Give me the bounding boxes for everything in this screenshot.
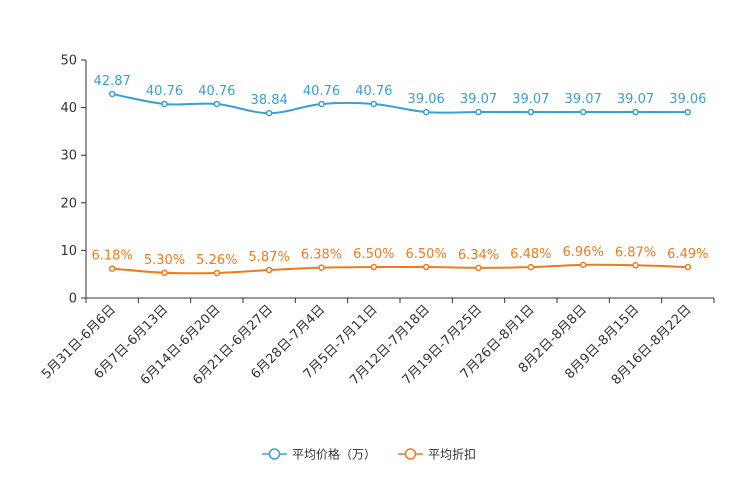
legend-marker-icon [268, 448, 281, 460]
data-label: 6.49% [667, 247, 708, 262]
data-label: 5.87% [249, 250, 290, 265]
data-label: 39.07 [565, 92, 602, 107]
data-point[interactable] [422, 108, 430, 116]
y-tick-label: 10 [60, 244, 77, 259]
data-point[interactable] [527, 263, 535, 271]
legend-label: 平均折扣 [428, 447, 476, 462]
data-label: 38.84 [251, 93, 288, 108]
y-tick-label: 20 [60, 196, 77, 211]
data-label: 6.50% [353, 247, 394, 262]
data-label: 6.34% [458, 248, 499, 263]
legend-marker-icon [404, 448, 417, 460]
data-point[interactable] [684, 108, 692, 116]
series-labels: 42.87 40.76 40.76 38.84 40.76 40.76 39.06 39.07… [92, 74, 709, 268]
legend-item-1[interactable]: 平均价格（万） [262, 447, 376, 462]
data-point[interactable] [527, 108, 535, 116]
data-point[interactable] [108, 265, 116, 272]
data-point[interactable] [579, 108, 587, 116]
data-point[interactable] [422, 263, 430, 271]
data-label: 5.30% [144, 253, 185, 268]
series-line-2 [112, 263, 688, 275]
y-tick-label: 30 [60, 149, 77, 164]
y-tick-label: 40 [60, 101, 77, 116]
data-label: 42.87 [94, 74, 131, 89]
data-label: 6.87% [615, 245, 656, 260]
data-label: 6.50% [406, 247, 447, 262]
data-label: 40.76 [355, 84, 392, 99]
data-label: 40.76 [303, 84, 340, 99]
data-point[interactable] [213, 100, 221, 108]
data-point[interactable] [579, 261, 587, 269]
data-point[interactable] [318, 264, 325, 271]
data-point[interactable] [684, 263, 692, 271]
legend[interactable]: 平均价格（万） 平均折扣 [262, 447, 476, 462]
data-label: 6.48% [510, 247, 551, 262]
data-point[interactable] [370, 100, 378, 108]
data-label: 39.07 [460, 92, 497, 107]
data-label: 40.76 [146, 84, 183, 99]
data-label: 39.07 [617, 92, 654, 107]
series-points [108, 90, 692, 277]
data-label: 40.76 [198, 84, 235, 99]
data-point[interactable] [213, 269, 221, 277]
legend-item-2[interactable]: 平均折扣 [398, 447, 476, 462]
data-label: 6.96% [563, 245, 604, 260]
data-point[interactable] [318, 100, 325, 108]
series-line-1 [111, 92, 688, 115]
data-label: 39.06 [408, 92, 445, 107]
data-point[interactable] [370, 263, 378, 271]
data-point[interactable] [265, 266, 273, 274]
data-label: 6.38% [301, 248, 342, 263]
y-tick-label: 0 [69, 292, 77, 307]
data-label: 39.06 [669, 92, 706, 107]
data-label: 5.26% [196, 253, 237, 268]
series-lines [111, 92, 688, 275]
data-point[interactable] [632, 262, 639, 269]
data-point[interactable] [108, 90, 116, 98]
legend-label: 平均价格（万） [292, 447, 376, 462]
data-point[interactable] [475, 264, 482, 272]
data-point[interactable] [161, 269, 168, 277]
y-tick-label: 50 [60, 54, 77, 69]
data-point[interactable] [161, 100, 168, 108]
data-point[interactable] [475, 108, 482, 116]
data-point[interactable] [632, 108, 639, 116]
data-point[interactable] [265, 109, 273, 117]
data-label: 6.18% [92, 249, 133, 264]
data-label: 39.07 [512, 92, 549, 107]
